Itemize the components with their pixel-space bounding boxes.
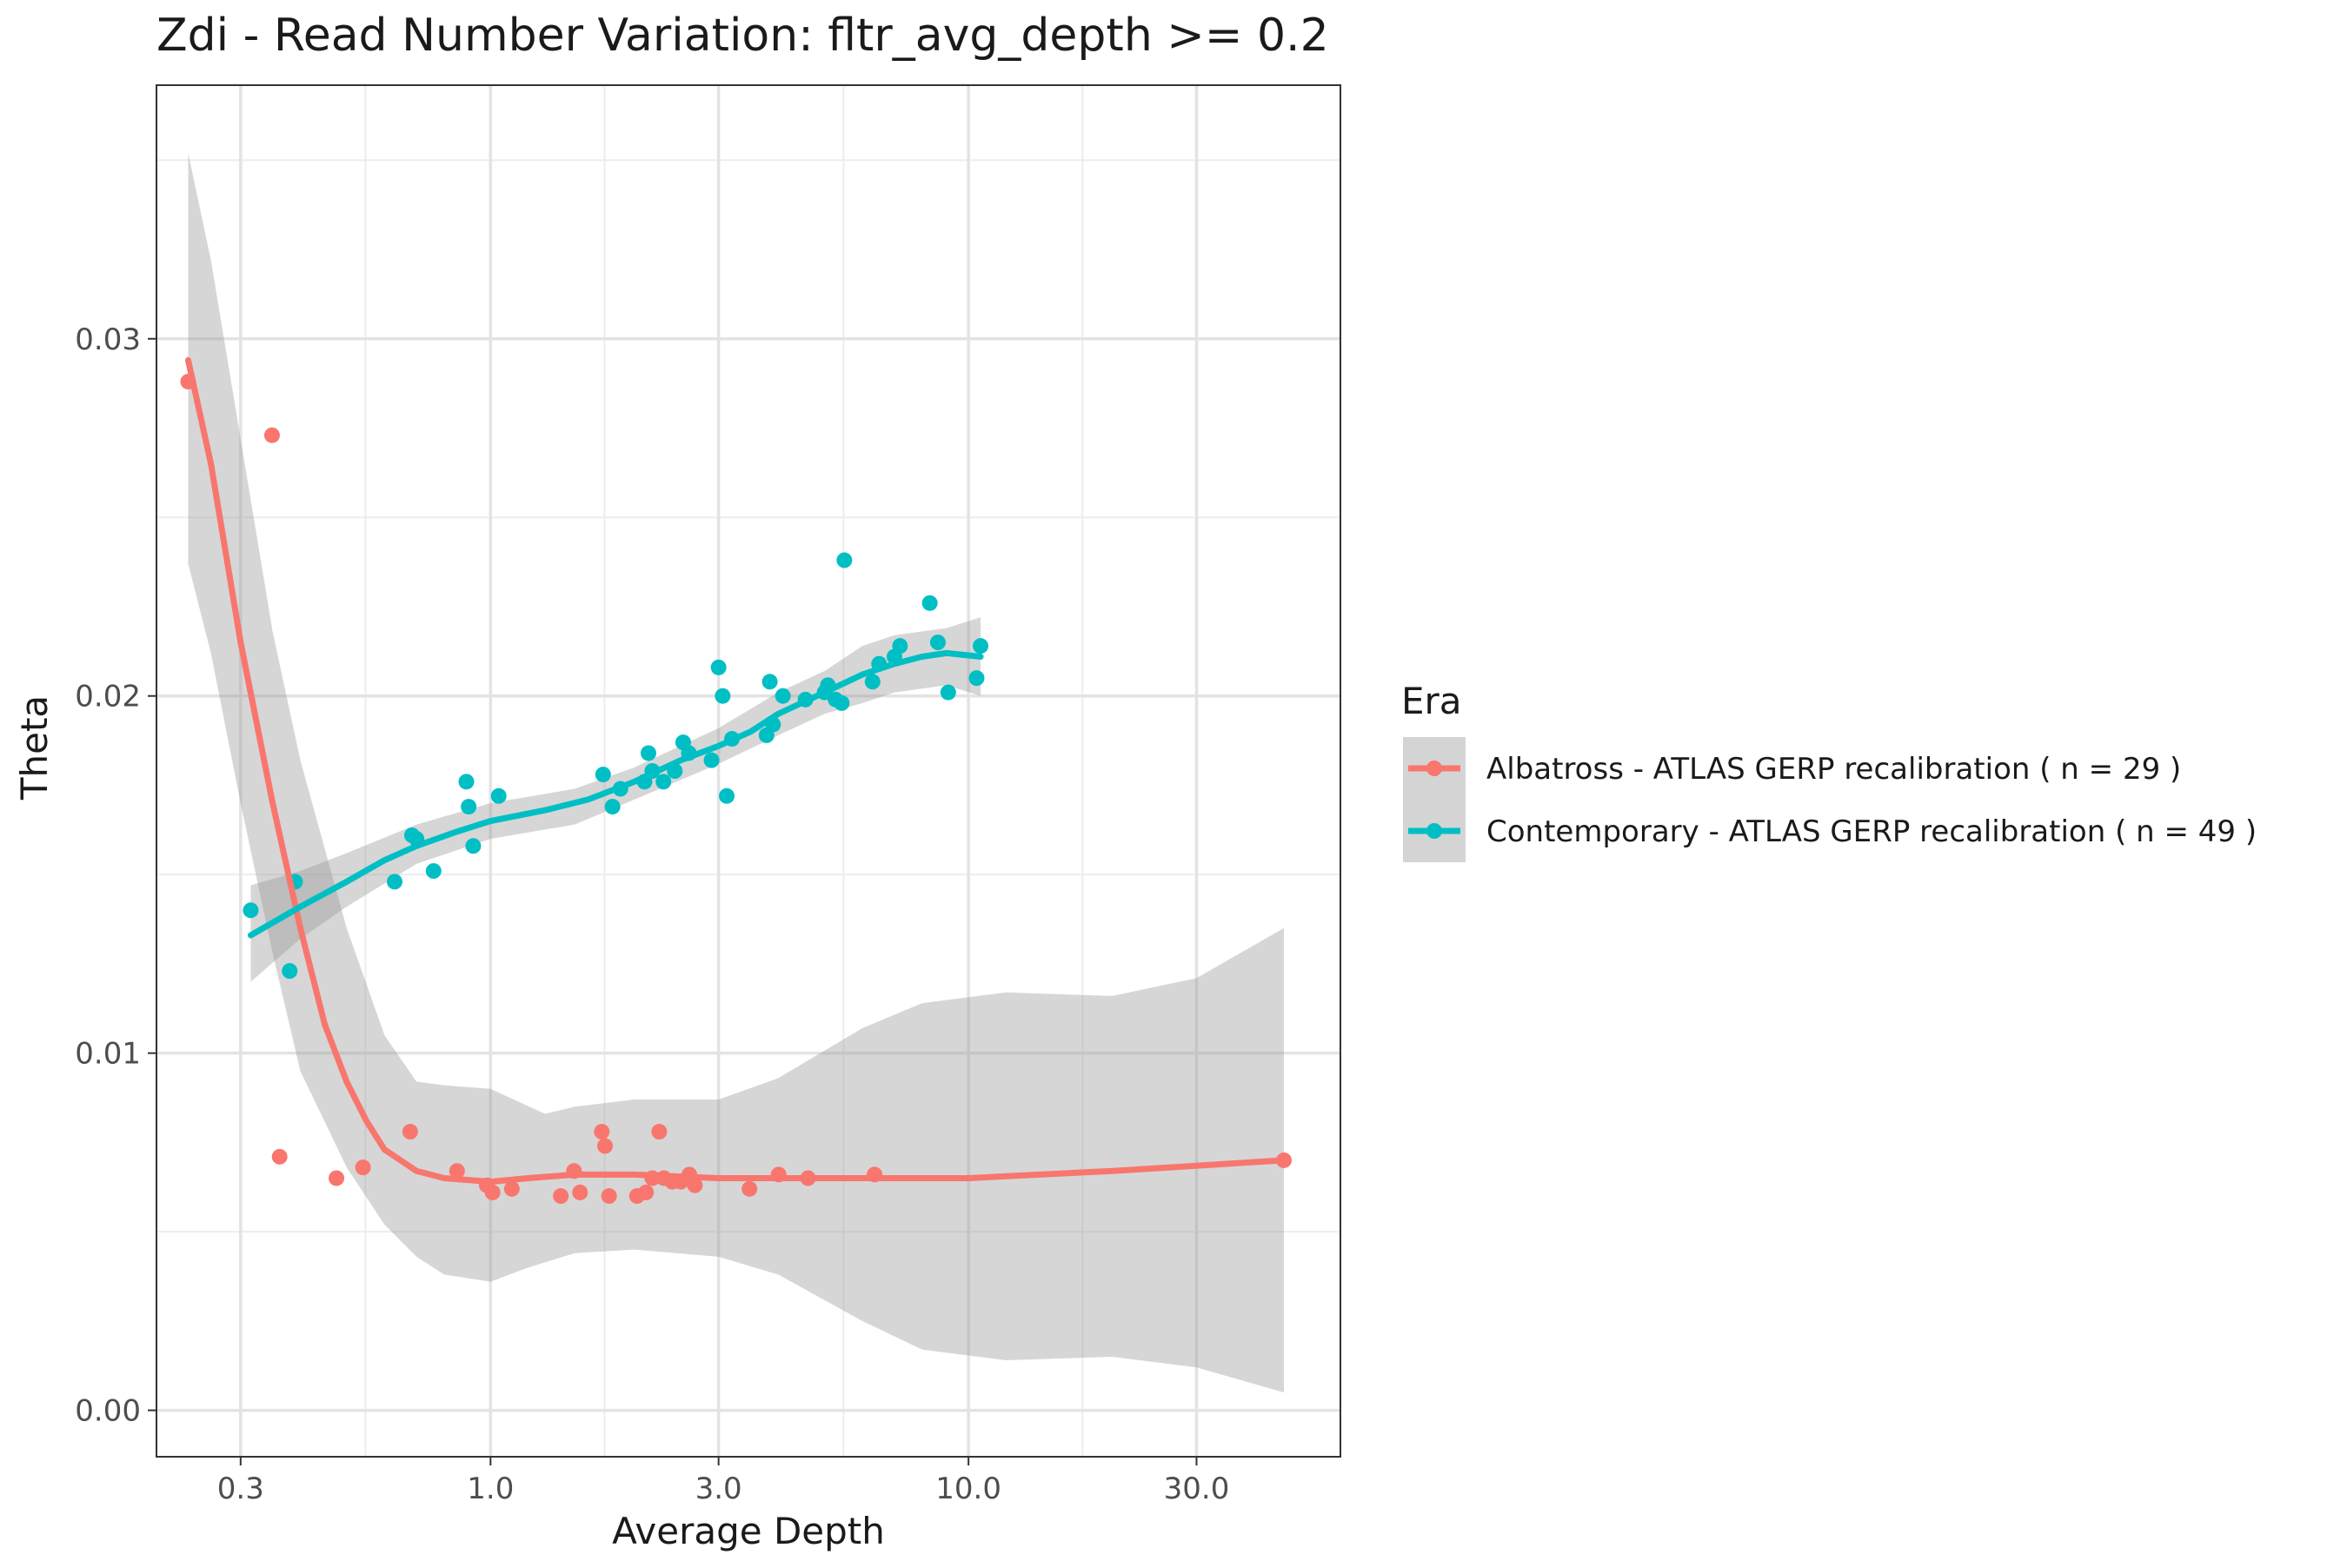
data-point bbox=[834, 694, 850, 711]
data-point bbox=[973, 638, 989, 654]
plot-area bbox=[156, 84, 1341, 1458]
data-point bbox=[761, 674, 778, 690]
data-point bbox=[458, 774, 475, 790]
data-point bbox=[651, 1124, 668, 1140]
data-point bbox=[703, 752, 720, 768]
data-point bbox=[329, 1170, 345, 1186]
data-point bbox=[719, 787, 735, 804]
x-tick-label: 30.0 bbox=[1164, 1472, 1230, 1506]
data-point bbox=[892, 638, 908, 654]
axes: 0.3 1.0 3.0 10.0 30.0 0.00 0.01 0.02 0.03 bbox=[75, 322, 1229, 1506]
data-point bbox=[968, 670, 985, 687]
data-point bbox=[601, 1188, 617, 1205]
data-point bbox=[775, 688, 791, 704]
y-axis-title: Theta bbox=[13, 695, 56, 801]
smooth-line-contemporary bbox=[247, 649, 984, 939]
data-point bbox=[484, 1184, 501, 1200]
y-tick-label: 0.00 bbox=[75, 1394, 141, 1429]
y-tick-label: 0.01 bbox=[75, 1037, 141, 1072]
data-point bbox=[282, 963, 298, 980]
data-point bbox=[921, 595, 938, 611]
legend-title: Era bbox=[1401, 680, 1462, 722]
x-tick-label: 3.0 bbox=[695, 1472, 742, 1506]
data-point bbox=[553, 1188, 569, 1205]
data-point bbox=[836, 552, 853, 568]
data-point bbox=[425, 863, 442, 880]
legend-label: Albatross - ATLAS GERP recalibration ( n… bbox=[1486, 752, 2181, 787]
data-point bbox=[243, 902, 259, 919]
data-point bbox=[355, 1159, 371, 1176]
smooth-line-albatross bbox=[184, 356, 1287, 1186]
data-point bbox=[386, 874, 402, 890]
data-point bbox=[864, 674, 881, 690]
legend-items: Albatross - ATLAS GERP recalibration ( n… bbox=[1403, 737, 2257, 862]
x-tick-label: 0.3 bbox=[217, 1472, 264, 1506]
legend: Era Albatross - ATLAS GERP recalibration… bbox=[1401, 680, 2257, 862]
data-point bbox=[604, 799, 621, 815]
points-albatross bbox=[180, 374, 1292, 1205]
data-point bbox=[640, 745, 656, 761]
y-tick-label: 0.03 bbox=[75, 322, 141, 357]
data-point bbox=[710, 659, 727, 675]
data-point bbox=[595, 767, 611, 783]
data-point bbox=[741, 1180, 758, 1197]
x-tick-label: 1.0 bbox=[467, 1472, 514, 1506]
chart-title: Zdi - Read Number Variation: fltr_avg_de… bbox=[156, 10, 1329, 62]
data-point bbox=[490, 787, 507, 804]
panel-background bbox=[156, 85, 1340, 1457]
points-contemporary bbox=[243, 552, 989, 980]
data-point bbox=[929, 635, 946, 651]
panel-border bbox=[156, 84, 1341, 1458]
x-axis-title: Average Depth bbox=[612, 1510, 885, 1552]
data-point bbox=[940, 684, 956, 701]
data-point bbox=[263, 427, 280, 443]
data-point bbox=[402, 1124, 418, 1140]
data-point bbox=[503, 1180, 520, 1197]
legend-key-point bbox=[1426, 823, 1442, 839]
legend-key-point bbox=[1426, 761, 1442, 776]
data-point bbox=[594, 1124, 610, 1140]
data-point bbox=[271, 1148, 288, 1165]
x-tick-label: 10.0 bbox=[935, 1472, 1001, 1506]
data-point bbox=[715, 688, 731, 704]
legend-label: Contemporary - ATLAS GERP recalibration … bbox=[1486, 814, 2257, 849]
data-point bbox=[572, 1184, 588, 1200]
data-point bbox=[461, 799, 477, 815]
data-point bbox=[465, 838, 482, 854]
data-point bbox=[449, 1163, 465, 1179]
y-tick-label: 0.02 bbox=[75, 680, 141, 714]
data-point bbox=[655, 774, 672, 790]
data-point bbox=[638, 1184, 655, 1200]
data-point bbox=[687, 1177, 703, 1193]
data-point bbox=[597, 1138, 614, 1154]
confidence-band-albatross bbox=[188, 153, 1284, 1393]
plot-content bbox=[180, 153, 1292, 1393]
